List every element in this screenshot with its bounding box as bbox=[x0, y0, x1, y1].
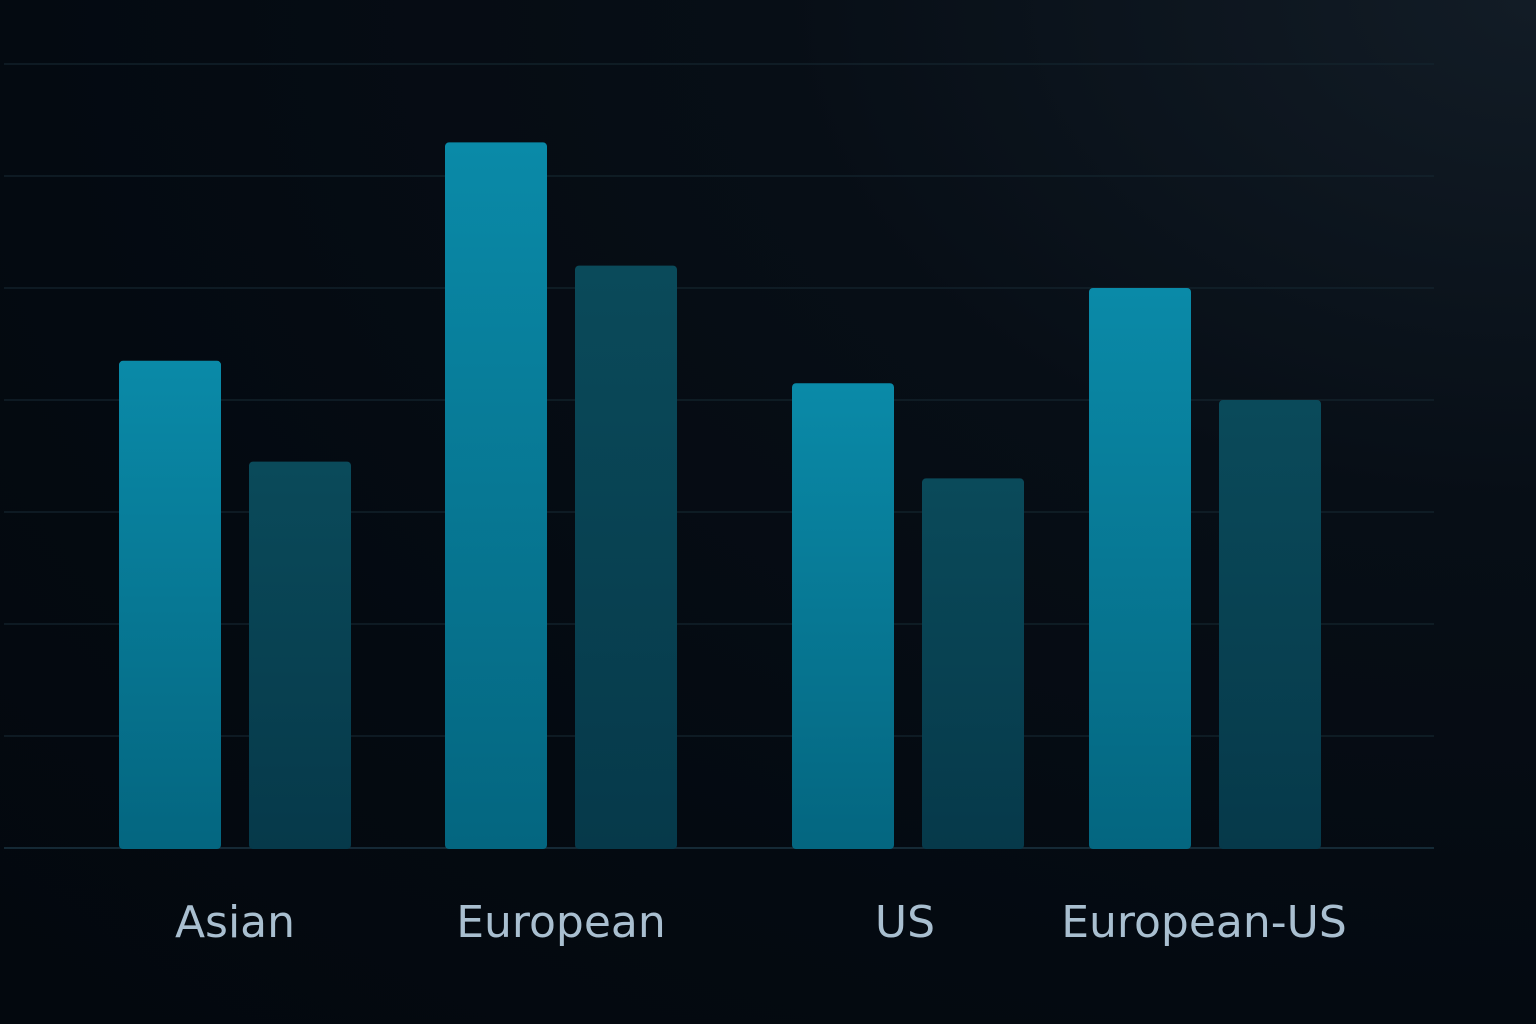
bar-series-1-european-us bbox=[1089, 288, 1191, 849]
bar-series-2-european bbox=[575, 265, 677, 850]
bar-series-1-us bbox=[792, 383, 894, 849]
bar-series-2-european-us bbox=[1219, 400, 1321, 849]
bar-series-2-us bbox=[922, 478, 1024, 849]
bar-series-1-european bbox=[445, 142, 547, 849]
category-label: US bbox=[875, 897, 935, 948]
category-label: Asian bbox=[175, 897, 295, 948]
category-label: European-US bbox=[1061, 897, 1347, 948]
category-labels: Asian European US European-US bbox=[175, 897, 1347, 948]
gridlines bbox=[4, 63, 1434, 849]
category-label: European bbox=[456, 897, 666, 948]
bar-series-1-asian bbox=[119, 360, 221, 849]
bars bbox=[119, 142, 1321, 850]
bar-series-2-asian bbox=[249, 461, 351, 849]
